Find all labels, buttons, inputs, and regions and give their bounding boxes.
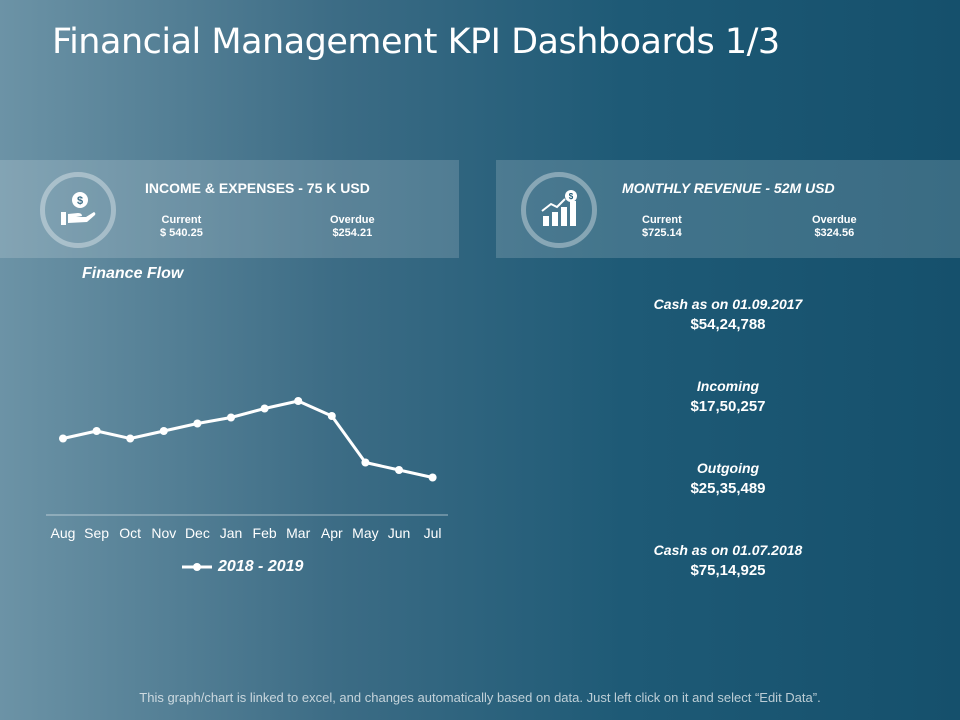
x-tick-label: Sep (84, 525, 109, 541)
x-tick-label: Mar (286, 525, 310, 541)
income-heading: INCOME & EXPENSES - 75 K USD (145, 180, 370, 196)
income-current: Current $ 540.25 (160, 214, 203, 240)
data-point-sep[interactable] (92, 427, 101, 435)
x-tick-label: Jun (388, 525, 411, 541)
income-overdue: Overdue $254.21 (330, 214, 375, 240)
income-current-label: Current (161, 214, 202, 226)
chart-legend: 2018 - 2019 (182, 558, 303, 576)
stat-value: $17,50,257 (690, 398, 766, 415)
chart-title: Finance Flow (82, 265, 184, 282)
income-overdue-value: $254.21 (332, 227, 373, 239)
data-point-apr[interactable] (327, 412, 336, 420)
x-tick-label: Oct (119, 525, 141, 541)
data-point-nov[interactable] (159, 427, 168, 435)
stat-label: Cash as on 01.07.2018 (653, 542, 803, 558)
revenue-current-label: Current (642, 214, 682, 226)
stat-label: Incoming (696, 378, 760, 394)
page-title: Financial Management KPI Dashboards 1/3 (52, 22, 780, 62)
x-tick-label: Dec (185, 525, 210, 541)
monthly-revenue-card: $ MONTHLY REVENUE - 52M USD Current $725… (496, 160, 960, 258)
stat-cash-end: Cash as on 01.07.2018 $75,14,925 (600, 542, 856, 579)
data-point-jul[interactable] (428, 473, 437, 482)
legend-marker (182, 563, 212, 571)
revenue-current: Current $725.14 (642, 214, 682, 240)
legend-label: 2018 - 2019 (218, 558, 304, 575)
revenue-overdue: Overdue $324.56 (812, 214, 857, 240)
data-point-jun[interactable] (395, 466, 403, 474)
stat-label: Cash as on 01.09.2017 (653, 296, 803, 312)
x-tick-label: Jan (220, 525, 243, 541)
stat-value: $75,14,925 (690, 562, 766, 579)
finance-flow-chart[interactable]: Aug Sep Oct Nov Dec Jan Feb Mar Apr May Jun Jul (40, 300, 460, 550)
stat-cash-start: Cash as on 01.09.2017 $54,24,788 (600, 296, 856, 333)
hand-dollar-icon: $ (40, 172, 116, 248)
x-tick-label: Jul (424, 525, 442, 541)
svg-text:$: $ (77, 195, 83, 207)
stat-label: Outgoing (696, 460, 760, 476)
stat-value: $54,24,788 (690, 316, 766, 333)
x-tick-label: Nov (151, 525, 176, 541)
stat-value: $25,35,489 (690, 480, 766, 497)
data-point-jan[interactable] (227, 413, 235, 422)
revenue-overdue-label: Overdue (812, 214, 857, 226)
data-point-mar[interactable] (294, 397, 303, 405)
revenue-overdue-value: $324.56 (814, 227, 855, 239)
data-point-feb[interactable] (260, 404, 269, 413)
income-expenses-card: $ INCOME & EXPENSES - 75 K USD Current $… (0, 160, 459, 258)
income-overdue-label: Overdue (330, 214, 375, 226)
stat-outgoing: Outgoing $25,35,489 (600, 460, 856, 497)
svg-text:$: $ (569, 192, 574, 201)
growth-bars-icon: $ (521, 172, 597, 248)
data-point-dec[interactable] (193, 419, 202, 428)
x-tick-label: May (352, 525, 378, 541)
data-point-oct[interactable] (126, 434, 135, 443)
data-point-aug[interactable] (59, 434, 67, 443)
revenue-heading: MONTHLY REVENUE - 52M USD (622, 180, 835, 196)
income-current-value: $ 540.25 (160, 227, 203, 239)
x-tick-label: Aug (51, 525, 76, 541)
footnote: This graph/chart is linked to excel, and… (139, 690, 821, 705)
series-line-2018-2019 (62, 399, 433, 479)
data-point-may[interactable] (361, 458, 370, 467)
x-tick-label: Apr (321, 525, 343, 541)
revenue-current-value: $725.14 (642, 227, 682, 239)
x-tick-label: Feb (253, 525, 277, 541)
stat-incoming: Incoming $17,50,257 (600, 378, 856, 415)
